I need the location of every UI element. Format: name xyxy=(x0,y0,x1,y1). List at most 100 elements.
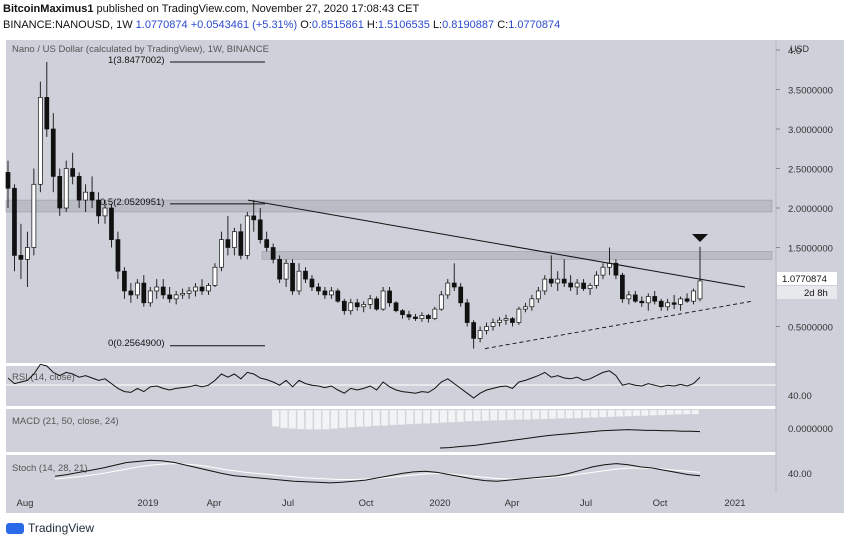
tradingview-brand[interactable]: TradingView xyxy=(6,521,94,535)
brand-name: TradingView xyxy=(28,521,95,535)
candle-body xyxy=(238,231,244,256)
macd-histogram-bar xyxy=(666,409,674,416)
currency-label: USD xyxy=(790,44,810,54)
candle-body xyxy=(122,270,127,292)
macd-histogram-bar xyxy=(582,409,590,419)
ohlc-line: BINANCE:NANOUSD, 1W 1.0770874 +0.0543461… xyxy=(3,19,560,31)
candle-body xyxy=(632,294,638,302)
candle-body xyxy=(186,290,192,294)
candle-body xyxy=(244,215,250,256)
candle-body xyxy=(426,315,431,319)
macd-histogram-bar xyxy=(288,409,297,429)
macd-histogram-bar xyxy=(691,409,700,415)
macd-line xyxy=(439,429,701,449)
last-price: 1.0770874 xyxy=(135,19,188,31)
candle-body xyxy=(413,316,418,319)
macd-histogram-bar xyxy=(431,409,439,424)
candle-body xyxy=(400,310,405,316)
publish-info: published on TradingView.com, November 2… xyxy=(96,3,420,15)
candle-body xyxy=(658,300,664,308)
candle-body xyxy=(361,304,367,308)
candle-body xyxy=(490,322,496,327)
macd-histogram-bar xyxy=(573,409,582,419)
high-label: H: xyxy=(366,19,378,31)
macd-histogram-bar xyxy=(590,409,599,418)
candle-body xyxy=(212,266,218,286)
macd-histogram-bar xyxy=(422,409,431,424)
candle-body xyxy=(574,282,580,288)
main-pane-title: Nano / US Dollar (calculated by TradingV… xyxy=(12,44,269,55)
y-tick-label: 4.0 xyxy=(788,46,801,57)
macd-histogram-bar xyxy=(347,409,355,428)
candle-body xyxy=(451,282,457,288)
open-value: 0.8515861 xyxy=(311,19,364,31)
macd-histogram-bar xyxy=(313,409,322,430)
high-value: 1.5106535 xyxy=(377,19,430,31)
candle-body xyxy=(432,308,438,319)
x-tick-label: Aug xyxy=(17,498,34,509)
macd-histogram-bar xyxy=(624,409,632,417)
y-tick-label: 2.0000000 xyxy=(788,204,833,215)
candle-body xyxy=(555,278,561,284)
candle-body xyxy=(147,290,153,304)
macd-histogram-bar xyxy=(439,409,448,423)
y-tick-label: 0.5000000 xyxy=(788,323,833,334)
candle-body xyxy=(70,168,76,177)
candle-body xyxy=(270,247,276,260)
macd-histogram-bar xyxy=(305,409,313,430)
candle-body xyxy=(477,330,483,339)
candle-body xyxy=(128,290,134,296)
candle-body xyxy=(380,290,386,310)
macd-histogram-bar xyxy=(632,409,641,417)
publish-line: BitcoinMaximus1 published on TradingView… xyxy=(3,3,419,15)
candle-body xyxy=(296,270,302,292)
candle-body xyxy=(529,298,535,308)
candle-body xyxy=(458,286,464,304)
macd-histogram-bar xyxy=(448,409,456,423)
macd-histogram-bar xyxy=(540,409,548,420)
candle-body xyxy=(471,322,476,339)
candle-body xyxy=(309,278,315,288)
low-label: L: xyxy=(432,19,443,31)
candle-body xyxy=(89,191,95,201)
candle-body xyxy=(523,306,528,310)
resistance-zone-lower xyxy=(261,251,773,260)
macd-histogram-bar xyxy=(481,409,490,422)
rsi-tick: 40.00 xyxy=(788,391,812,402)
y-tick-label: 3.5000000 xyxy=(788,86,833,97)
macd-histogram-bar xyxy=(683,409,691,415)
symbol-label: BINANCE:NANOUSD, 1W xyxy=(3,19,133,31)
down-arrow-icon xyxy=(692,234,708,242)
author-name[interactable]: BitcoinMaximus1 xyxy=(3,3,94,15)
candle-body xyxy=(348,302,354,312)
candle-body xyxy=(613,262,619,276)
candle-body xyxy=(497,319,502,323)
fib-label-1: 1(3.8477002) xyxy=(108,55,165,66)
low-value: 0.8190887 xyxy=(442,19,495,31)
candle-body xyxy=(697,280,703,300)
x-tick-label: Oct xyxy=(359,498,374,509)
candle-body xyxy=(510,318,515,323)
candle-body xyxy=(134,282,140,296)
candle-body xyxy=(516,308,522,323)
candle-body xyxy=(290,262,295,292)
candle-body xyxy=(464,302,470,323)
candle-body xyxy=(594,274,599,286)
stoch-tick: 40.00 xyxy=(788,469,812,480)
candle-body xyxy=(18,255,24,260)
macd-histogram-bar xyxy=(296,409,305,430)
candle-body xyxy=(620,274,625,300)
candle-body xyxy=(115,239,121,272)
macd-tick: 0.0000000 xyxy=(788,424,833,435)
candle-body xyxy=(406,314,412,318)
rsi-title: RSI (14, close) xyxy=(12,372,75,383)
macd-histogram-bar xyxy=(330,409,339,429)
rsi-line xyxy=(7,363,701,399)
candle-body xyxy=(63,168,69,209)
open-label: O: xyxy=(300,19,312,31)
candle-body xyxy=(303,270,308,280)
candle-body xyxy=(83,191,88,201)
candle-body xyxy=(160,286,166,296)
x-tick-label: Oct xyxy=(653,498,668,509)
